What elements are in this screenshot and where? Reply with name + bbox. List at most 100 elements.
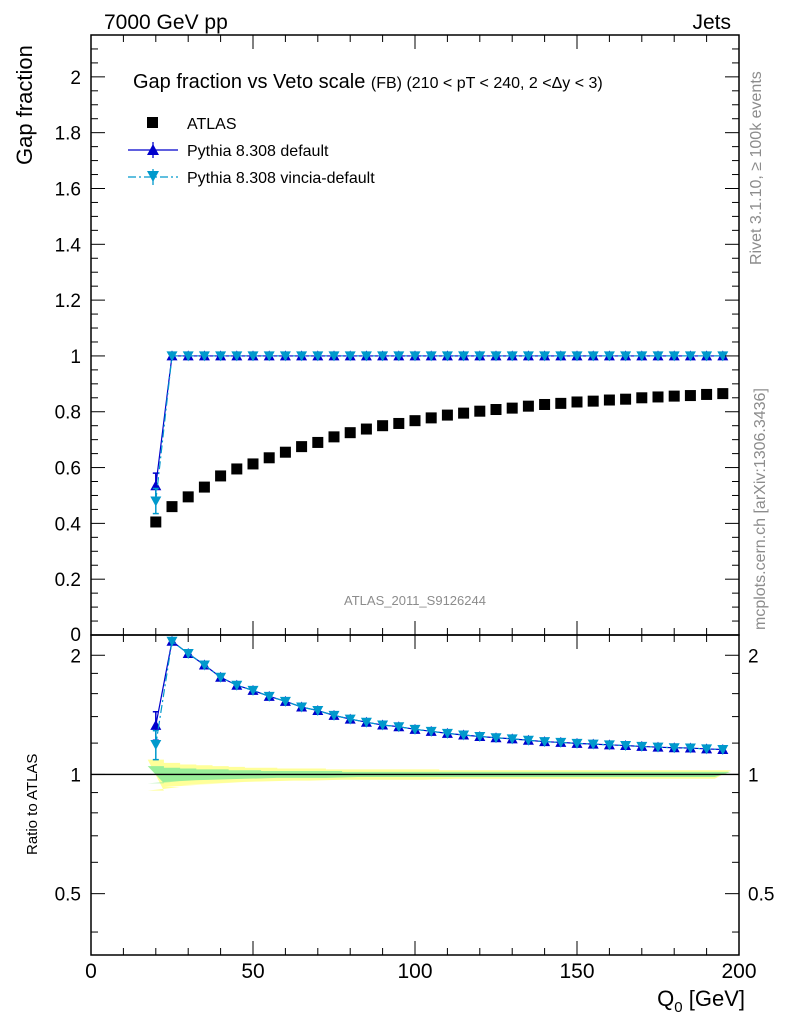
atlas-data-point: [620, 393, 632, 405]
upper-y-tick-label: 1.2: [55, 291, 81, 312]
atlas-data-point: [182, 491, 194, 503]
vincia-series-marker: [620, 351, 632, 362]
ratio-vincia-series-marker: [263, 691, 275, 702]
atlas-data-point: [668, 390, 680, 402]
atlas-data-point: [684, 390, 696, 402]
ratio-vincia-series-marker: [279, 696, 291, 707]
vincia-series-marker: [458, 351, 470, 362]
lower-y-tick-label-right: 1: [748, 765, 759, 786]
upper-y-axis-label: Gap fraction: [12, 45, 37, 165]
atlas-data-point: [506, 402, 518, 414]
atlas-data-point: [490, 404, 502, 416]
vincia-series-marker: [571, 351, 583, 362]
x-tick-label: 200: [721, 960, 756, 983]
atlas-data-point: [279, 446, 291, 458]
vincia-series-marker: [539, 351, 551, 362]
ratio-vincia-series-marker: [620, 741, 632, 752]
rivet-version-label: Rivet 3.1.10, ≥ 100k events: [748, 71, 765, 265]
vincia-series-marker: [668, 351, 680, 362]
atlas-data-point: [409, 415, 421, 427]
atlas-data-point: [296, 441, 308, 453]
lower-y-tick-label-right: 0.5: [748, 885, 774, 906]
vincia-series-marker: [231, 351, 243, 362]
atlas-data-point: [150, 516, 162, 528]
atlas-data-point: [231, 463, 243, 475]
default-series-marker: [150, 480, 162, 491]
upper-y-tick-label: 0.4: [55, 514, 82, 535]
upper-y-tick-label: 1.4: [55, 235, 82, 256]
vincia-series-marker: [312, 351, 324, 362]
vincia-series-marker: [474, 351, 486, 362]
vincia-series-marker: [360, 351, 372, 362]
x-tick-label: 0: [85, 960, 97, 983]
vincia-series-marker: [279, 351, 291, 362]
ratio-vincia-series-marker: [474, 731, 486, 742]
upper-y-tick-label: 0.6: [55, 459, 81, 480]
vincia-series-marker: [522, 351, 534, 362]
ratio-vincia-series-marker: [668, 743, 680, 754]
vincia-series-marker: [263, 351, 275, 362]
atlas-data-point: [198, 481, 210, 493]
atlas-data-point: [328, 431, 340, 443]
atlas-data-point: [425, 412, 437, 424]
vincia-series-marker: [377, 351, 389, 362]
vincia-series-marker: [636, 351, 648, 362]
vincia-series-marker: [555, 351, 567, 362]
ratio-vincia-series-marker: [247, 685, 259, 696]
vincia-series-marker: [247, 351, 259, 362]
ratio-vincia-series-marker: [198, 660, 210, 671]
atlas-data-point: [717, 388, 729, 400]
vincia-series-marker: [490, 351, 502, 362]
atlas-data-point: [360, 423, 372, 435]
upper-y-tick-label: 0.2: [55, 570, 81, 591]
mcplots-reference-label: mcplots.cern.ch [arXiv:1306.3436]: [752, 388, 769, 630]
ratio-vincia-series-marker: [344, 714, 356, 725]
ratio-vincia-series-marker: [539, 737, 551, 748]
vincia-series-marker: [182, 351, 194, 362]
ratio-vincia-series-marker: [490, 733, 502, 744]
atlas-data-point: [166, 501, 178, 513]
atlas-data-point: [603, 394, 615, 406]
ratio-vincia-series-marker: [360, 717, 372, 728]
vincia-series-marker: [587, 351, 599, 362]
lower-y-axis-label: Ratio to ATLAS: [24, 754, 41, 855]
legend-atlas-marker: [147, 117, 158, 128]
ratio-panel: 0.5 0.51 12 20 50 100 150 200 Ratio to ATLAS Q0…: [24, 634, 774, 1016]
vincia-series-marker: [328, 351, 340, 362]
atlas-data-point: [441, 409, 453, 421]
atlas-data-point: [587, 395, 599, 407]
ratio-vincia-series-marker: [717, 745, 729, 756]
lower-y-tick-label: 2: [70, 646, 81, 667]
vincia-series-marker: [717, 351, 729, 362]
ratio-vincia-series-marker: [458, 730, 470, 741]
vincia-series-marker: [652, 351, 664, 362]
ratio-vincia-series-line: [155, 640, 723, 751]
ratio-vincia-series-marker: [409, 724, 421, 735]
lower-y-tick-label: 1: [70, 765, 81, 786]
ratio-vincia-series-marker: [506, 734, 518, 745]
atlas-data-point: [701, 388, 713, 400]
upper-y-tick-label: 1.6: [55, 179, 81, 200]
vincia-series-marker: [393, 351, 405, 362]
vincia-series-marker: [603, 351, 615, 362]
upper-y-tick-label: 0.8: [55, 403, 81, 424]
atlas-data-point: [458, 407, 470, 419]
x-axis-label-sub: 0: [674, 999, 682, 1016]
legend-default-marker: [147, 144, 159, 155]
vincia-series-marker: [198, 351, 210, 362]
atlas-data-point: [539, 398, 551, 410]
x-axis-label-unit: [GeV]: [683, 986, 745, 1011]
upper-y-tick-label: 1.8: [55, 124, 81, 145]
x-axis-label-main: Q: [657, 986, 674, 1011]
vincia-series-marker: [441, 351, 453, 362]
ratio-vincia-series-marker: [182, 649, 194, 660]
legend-default-label: Pythia 8.308 default: [187, 143, 329, 160]
ratio-vincia-series-marker: [150, 740, 162, 751]
x-tick-label: 50: [241, 960, 264, 983]
chart-title-selection: (FB) (210 < pT < 240, 2 <Δy < 3): [371, 75, 603, 92]
ratio-vincia-series-marker: [377, 720, 389, 731]
ratio-vincia-series-marker: [425, 726, 437, 737]
ratio-vincia-series-marker: [166, 636, 178, 647]
legend-atlas-label: ATLAS: [187, 116, 237, 133]
vincia-series-marker: [215, 351, 227, 362]
